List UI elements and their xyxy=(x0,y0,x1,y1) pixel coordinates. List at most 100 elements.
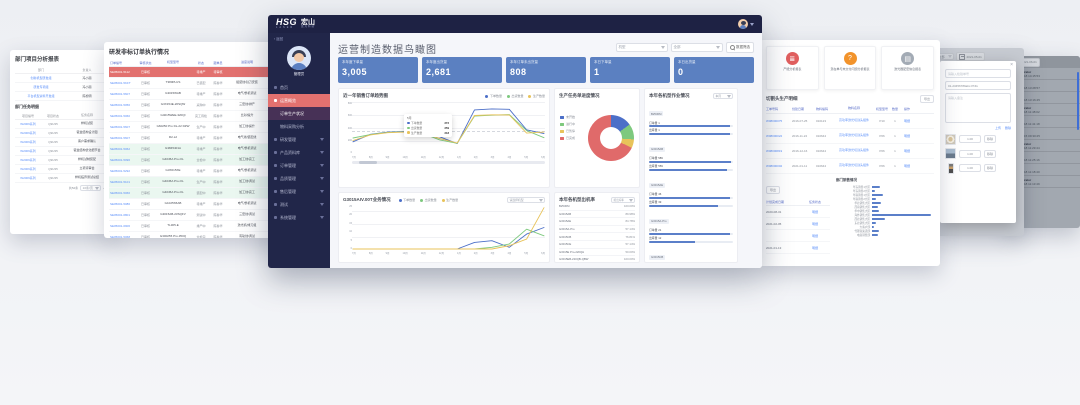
chevron-down-icon xyxy=(715,46,720,49)
rate-select[interactable]: 按出库率 xyxy=(611,197,635,203)
table-row[interactable]: SE05001-5101 已审核 G4045A Pro-OL 生产中 陈春华 加… xyxy=(109,177,281,188)
report-card[interactable]: ≣ 产能分析报表 xyxy=(766,46,819,90)
chart-tooltip: 5月 下单数量 372 出货数量 359 xyxy=(404,114,452,137)
export-button[interactable]: 导出 xyxy=(919,95,934,103)
table-row[interactable]: SE05001-5056 已审核 G3X154E-20SQW 采购中 陈春华 三… xyxy=(109,100,281,111)
chevron-down-icon[interactable] xyxy=(750,22,754,26)
quantity-input[interactable]: 1.00 xyxy=(959,164,981,172)
thumbnail-image[interactable] xyxy=(947,162,954,174)
legend-item[interactable]: 下单数量 xyxy=(485,94,502,98)
chevron-down-icon xyxy=(320,164,324,167)
order-bar xyxy=(649,196,733,199)
quantity-input[interactable]: 1.00 xyxy=(959,135,981,143)
remove-button[interactable]: 移除 xyxy=(984,164,997,172)
scope-select[interactable]: 全部 xyxy=(670,43,723,52)
zoom-slider[interactable] xyxy=(352,160,545,164)
legend-item[interactable]: 未开始 xyxy=(560,115,575,119)
table-row[interactable]: SE05001-5096 已审核 G4045A Pro-OL 全检中 陈春华 加… xyxy=(109,155,281,166)
back-link[interactable]: ‹ 返回 xyxy=(274,37,284,41)
legend-item[interactable]: 出货数量 xyxy=(506,94,523,98)
table-row[interactable]: SE05001-5292 已审核 G3X015XE 待排产 陈春华 电气/整机调… xyxy=(109,166,281,177)
page-size-select[interactable]: 10条/页 xyxy=(80,185,102,191)
export-button[interactable]: 导出 xyxy=(766,186,781,194)
kpi-label: 本年订单未出货量 xyxy=(510,60,538,64)
thumbnail-image[interactable] xyxy=(945,133,956,145)
table-row: W2009系列 Q9U35 钣金结构优化细节会 xyxy=(15,147,111,156)
table-row[interactable]: SE05001-5607 已审核 R2-L2 待排产 陈春华 电气线/装配线 xyxy=(109,133,281,144)
remove-button[interactable]: 移除 xyxy=(984,149,997,158)
table-row[interactable]: SE05001-5112 已审核 待排产 待审核 xyxy=(109,67,281,78)
sidebar-menu-item[interactable]: 运营概览 xyxy=(268,94,330,107)
summary-table-header: 部门 负责人 xyxy=(15,66,111,74)
delete-link[interactable]: 删除 xyxy=(1004,126,1011,130)
legend-item[interactable]: 出货数量 xyxy=(420,198,437,202)
remark-textarea[interactable]: 请输入备注 xyxy=(945,93,1011,123)
table-row[interactable]: SE05001-5068 已审核 G300255 Pro-350Q 全检完 陈春… xyxy=(109,232,281,238)
table-row[interactable]: SE05001-6906 已审核 TL305-E 排产中 陈春华 激光机/排刀组 xyxy=(109,221,281,232)
close-icon[interactable]: × xyxy=(1010,62,1013,68)
period-select[interactable]: 本月 xyxy=(713,93,733,99)
table-row[interactable]: SE05001-5060 已审核 G4015WEE-320QI 完工待检 陈春华… xyxy=(109,111,281,122)
model-select[interactable]: 请选择机型 xyxy=(507,197,545,203)
search-button[interactable]: 数据筛选 xyxy=(725,42,754,53)
quantity-input[interactable]: 1.00 xyxy=(959,149,981,158)
kpi-card: 本日下单量 1 xyxy=(590,57,670,83)
kpi-card: 本年度出货量 2,681 xyxy=(422,57,502,83)
report-card[interactable]: ▤ 激光器配套信息报表 xyxy=(881,46,935,90)
scrollbar[interactable] xyxy=(1077,72,1079,130)
upload-link[interactable]: 上传 xyxy=(994,126,1001,130)
table-row[interactable]: SE05001-5KFT 已审核 T380PLUS 已装配 陈春华 组装线/割刀… xyxy=(109,78,281,89)
docno-input[interactable]: 请输入检验单号 xyxy=(945,69,1011,78)
sidebar-menu-item[interactable]: 订单管理 xyxy=(268,159,330,172)
donut-chart[interactable] xyxy=(588,115,634,161)
top-bar: HSG LASER 宏山 激光科技 xyxy=(268,15,762,33)
log-time: 2021-06-15 09:30:25 xyxy=(1012,133,1040,138)
line-series xyxy=(352,205,545,250)
bar xyxy=(872,205,878,209)
sidebar-menu-item[interactable]: 订单生产状况 xyxy=(268,107,330,120)
chart-title: 部门销售情况 xyxy=(836,178,857,182)
date-from-input[interactable]: 2021-05-01 xyxy=(956,52,985,61)
table-row[interactable]: SE05001-5086 已审核 G1025S5AB 待排产 陈春华 电气/整机… xyxy=(109,199,281,210)
legend-item[interactable]: 进行中 xyxy=(560,122,575,126)
log-time: 2021-06-18 11:41:18 xyxy=(1012,121,1040,126)
sidebar-menu-item[interactable]: 物料采购分析 xyxy=(280,123,304,129)
thumbnail-image[interactable] xyxy=(945,148,956,159)
sidebar-menu-item[interactable]: 首页 xyxy=(268,81,330,94)
machine-group: B2530M 订单量 1 出库量 1 xyxy=(649,102,733,135)
bar-track xyxy=(872,205,934,209)
sidebar-menu-item[interactable]: 研发管理 xyxy=(268,133,330,146)
sidebar-menu-item[interactable]: 产品资料库 xyxy=(268,146,330,159)
table-row[interactable]: SE05001-5607 已审核 G60250 Pro DL-22 DZW 生产… xyxy=(109,122,281,133)
table-row[interactable]: SE05001-5062 已审核 G3845401A 待排产 陈春华 电气/整机… xyxy=(109,144,281,155)
legend-item[interactable]: 生产数量 xyxy=(528,94,545,98)
legend-item[interactable]: 下单数量 xyxy=(398,198,415,202)
filename-input[interactable]: 01-23456789abc.PNG xyxy=(945,81,1011,90)
sidebar-menu-item[interactable]: 测试 xyxy=(268,198,330,211)
legend-swatch xyxy=(560,136,564,140)
table-row[interactable]: SE05001-5607 已审核 G3015WAB 待排产 陈春华 电气/整机调… xyxy=(109,89,281,100)
attachment-list: 1.00 移除 1.00 移除 1.00 移除 xyxy=(945,133,1011,174)
legend-item[interactable]: 已暂停 xyxy=(560,129,575,133)
bar-label: 西北销售大区 xyxy=(854,218,870,221)
bar-track xyxy=(872,185,934,189)
model-select[interactable]: 机型 xyxy=(615,43,668,52)
legend-item[interactable]: 生产数量 xyxy=(441,198,458,202)
detail-table-title: 部门任务明细 xyxy=(15,104,39,109)
pagination-prev[interactable]: ‹ xyxy=(103,186,104,190)
sidebar-menu-item[interactable]: 系统管理 xyxy=(268,211,330,224)
sidebar-menu: 首页 运营概览 订单生产状况 物料采购分析 xyxy=(268,81,330,224)
table-row[interactable]: SE05001-5066 已审核 G4045A Pro-OL 装配中 陈春华 加… xyxy=(109,188,281,199)
legend-item[interactable]: 已完成 xyxy=(560,136,575,140)
table-row[interactable]: SE05001-6801 已审核 G3015AB-23SQFV 测试中 陈春华 … xyxy=(109,210,281,221)
sidebar-menu-item[interactable]: 售后管理 xyxy=(268,185,330,198)
table-row: G3015AB 89.98% xyxy=(559,211,635,219)
user-avatar[interactable] xyxy=(738,19,748,29)
bar-label: 华东销售2大区 xyxy=(852,190,870,193)
zoom-slider-handle[interactable] xyxy=(359,160,377,164)
bar-track xyxy=(872,217,934,221)
report-card[interactable]: ? 潜在单与未交付问题分析报表 xyxy=(823,46,877,90)
remove-button[interactable]: 移除 xyxy=(984,135,997,143)
tooltip-dot xyxy=(407,126,410,130)
sidebar-menu-item[interactable]: 品质管理 xyxy=(268,172,330,185)
